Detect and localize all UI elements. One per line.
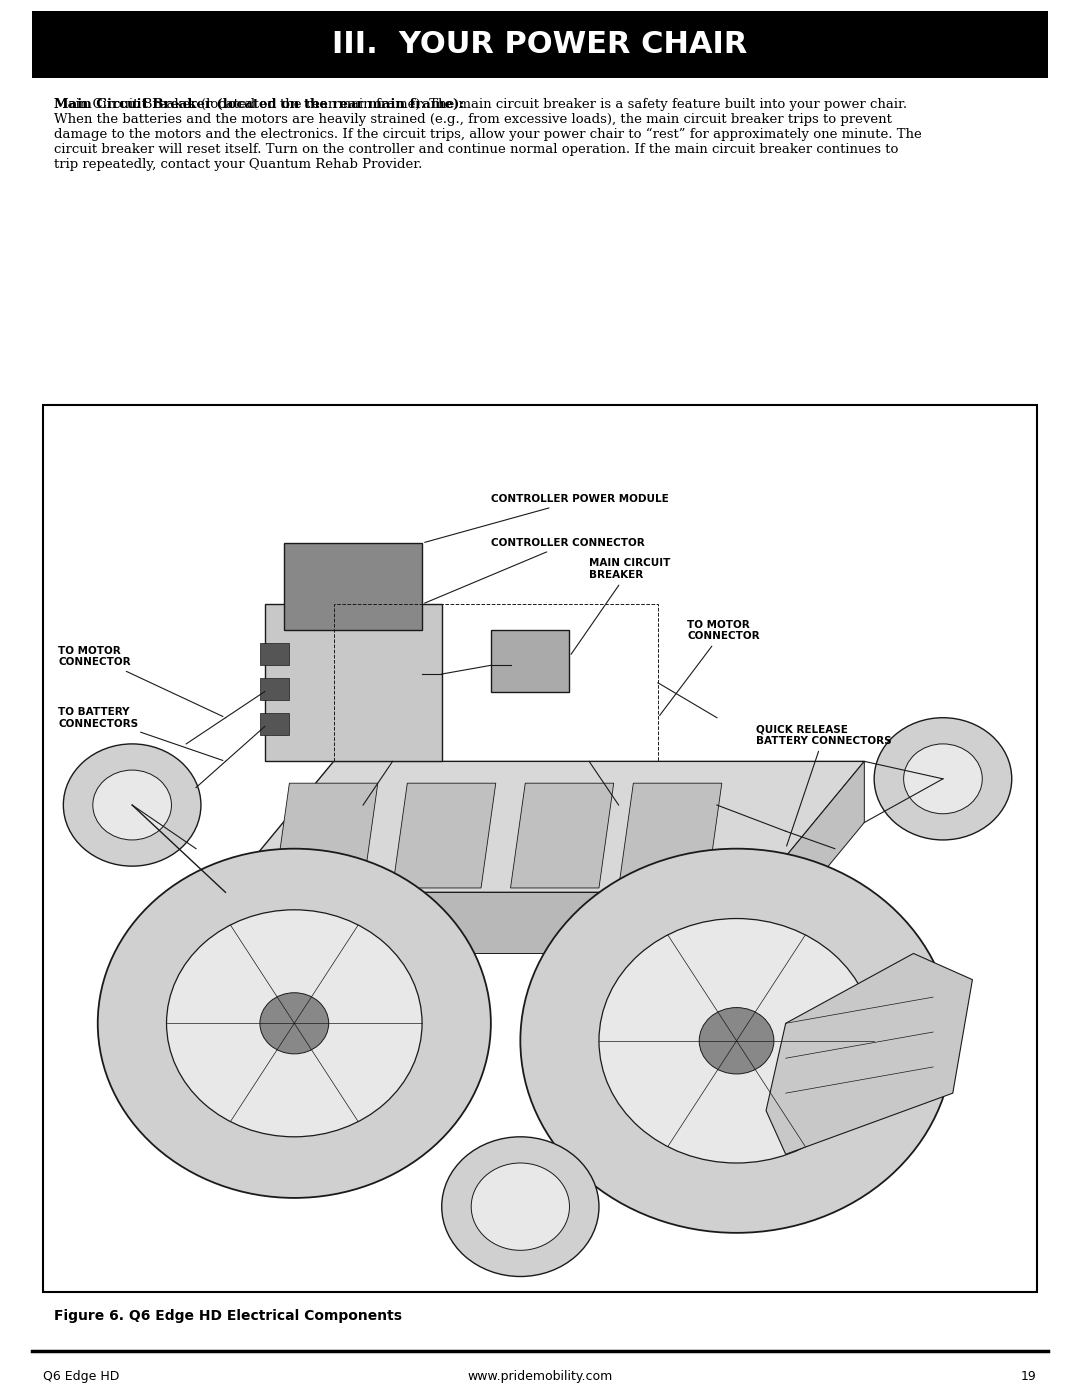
Circle shape	[599, 919, 874, 1162]
Bar	[260, 644, 289, 665]
Polygon shape	[265, 604, 442, 761]
Polygon shape	[511, 784, 613, 888]
Circle shape	[64, 743, 201, 866]
Polygon shape	[766, 954, 972, 1154]
Bar	[260, 714, 289, 735]
Circle shape	[166, 909, 422, 1137]
Circle shape	[471, 1162, 569, 1250]
Polygon shape	[393, 784, 496, 888]
Text: TO BATTERY
CONNECTORS: TO BATTERY CONNECTORS	[58, 707, 222, 760]
Text: CONTROLLER POWER MODULE: CONTROLLER POWER MODULE	[424, 495, 669, 542]
Polygon shape	[226, 761, 864, 893]
Polygon shape	[274, 784, 378, 888]
Circle shape	[260, 993, 328, 1053]
Text: Figure 6. Q6 Edge HD Electrical Components: Figure 6. Q6 Edge HD Electrical Componen…	[54, 1309, 402, 1323]
Text: CONTROLLER CONNECTOR: CONTROLLER CONNECTOR	[424, 538, 645, 604]
Circle shape	[874, 718, 1012, 840]
Text: Q6 Edge HD: Q6 Edge HD	[43, 1369, 120, 1383]
Circle shape	[699, 1007, 774, 1074]
Text: Main Circuit Breaker (located on the rear main frame): The main circuit breaker : Main Circuit Breaker (located on the rea…	[54, 98, 921, 170]
Text: TO MOTOR
CONNECTOR: TO MOTOR CONNECTOR	[660, 620, 760, 715]
Circle shape	[521, 849, 953, 1232]
Bar	[32, 11, 1048, 78]
Polygon shape	[491, 630, 569, 692]
Polygon shape	[284, 543, 422, 630]
Circle shape	[442, 1137, 599, 1277]
Text: MAIN CIRCUIT
BREAKER: MAIN CIRCUIT BREAKER	[571, 559, 671, 654]
Text: III.  YOUR POWER CHAIR: III. YOUR POWER CHAIR	[333, 31, 747, 59]
Text: QUICK RELEASE
BATTERY CONNECTORS: QUICK RELEASE BATTERY CONNECTORS	[756, 725, 892, 847]
Circle shape	[98, 849, 491, 1199]
Text: TO MOTOR
CONNECTOR: TO MOTOR CONNECTOR	[58, 645, 222, 717]
Polygon shape	[226, 893, 756, 954]
Circle shape	[93, 770, 172, 840]
Circle shape	[904, 743, 983, 813]
Polygon shape	[619, 784, 721, 888]
Text: Main Circuit Breaker (located on the rear main frame):: Main Circuit Breaker (located on the rea…	[54, 98, 464, 110]
Text: www.pridemobility.com: www.pridemobility.com	[468, 1369, 612, 1383]
Bar	[260, 679, 289, 700]
Polygon shape	[756, 761, 864, 954]
Text: 19: 19	[1021, 1369, 1037, 1383]
Bar	[43, 405, 1037, 1292]
